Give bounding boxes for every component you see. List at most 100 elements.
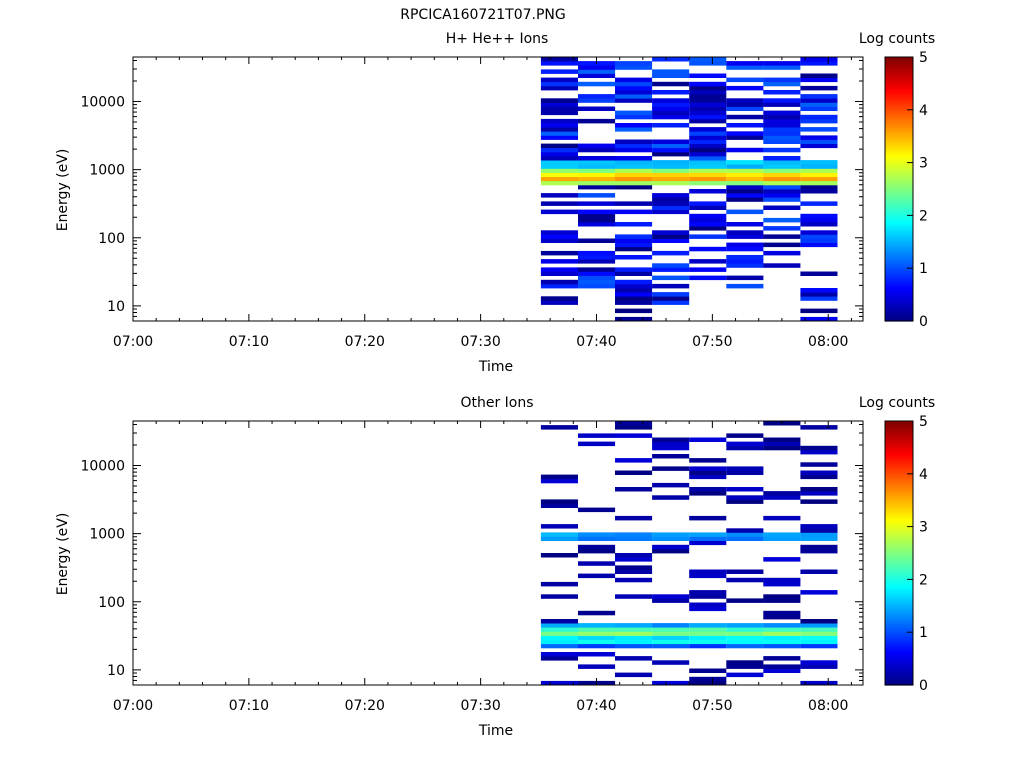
heatmap-cell bbox=[652, 598, 690, 603]
heatmap-cell bbox=[763, 614, 801, 620]
colorbar-segment bbox=[885, 667, 913, 671]
colorbar-segment bbox=[885, 506, 913, 510]
heatmap-cell bbox=[726, 487, 764, 492]
heatmap-cell bbox=[726, 577, 764, 583]
heatmap-cell bbox=[689, 217, 727, 223]
heatmap-cell bbox=[615, 421, 653, 426]
heatmap-cell bbox=[689, 98, 727, 103]
heatmap-cell bbox=[800, 57, 838, 62]
heatmap-cell bbox=[763, 656, 801, 661]
heatmap-cell bbox=[726, 441, 764, 447]
heatmap-cell bbox=[689, 590, 727, 595]
colorbar-segment bbox=[885, 559, 913, 563]
heatmap-cell bbox=[800, 184, 838, 190]
heatmap-cell bbox=[615, 90, 653, 95]
heatmap-cell bbox=[652, 81, 690, 87]
colorbar-segment bbox=[885, 244, 913, 247]
colorbar-segment bbox=[885, 153, 913, 157]
heatmap-cell bbox=[615, 267, 653, 272]
heatmap-cell bbox=[540, 193, 578, 198]
heatmap-cell bbox=[578, 267, 616, 272]
heatmap-cell bbox=[540, 656, 578, 661]
heatmap-cell bbox=[615, 164, 653, 169]
heatmap-cell bbox=[763, 98, 801, 103]
heatmap-cell bbox=[540, 652, 578, 657]
heatmap-cell bbox=[652, 454, 690, 459]
x-tick-label: 07:30 bbox=[460, 698, 500, 714]
colorbar-segment bbox=[885, 277, 913, 280]
colorbar-segment bbox=[885, 572, 913, 576]
colorbar-segment bbox=[885, 283, 913, 287]
panel-bottom-colorbar-label: Log counts bbox=[859, 395, 935, 411]
heatmap-cell bbox=[689, 172, 727, 177]
colorbar-segment bbox=[885, 581, 913, 585]
heatmap-cell bbox=[615, 594, 653, 599]
colorbar-segment bbox=[885, 123, 913, 126]
colorbar-segment bbox=[885, 92, 913, 95]
heatmap-cell bbox=[540, 180, 578, 186]
heatmap-cell bbox=[540, 631, 578, 636]
heatmap-cell bbox=[652, 623, 690, 628]
heatmap-cell bbox=[652, 168, 690, 173]
colorbar-segment bbox=[885, 476, 913, 479]
colorbar-segment bbox=[885, 74, 913, 78]
panel-top-ylabel: Energy (eV) bbox=[55, 149, 71, 232]
heatmap-cell bbox=[652, 275, 690, 281]
heatmap-cell bbox=[726, 176, 764, 182]
heatmap-cell bbox=[726, 197, 764, 202]
heatmap-cell bbox=[726, 246, 764, 252]
colorbar-segment bbox=[885, 142, 913, 146]
heatmap-cell bbox=[726, 135, 764, 140]
heatmap-cell bbox=[652, 238, 690, 243]
colorbar-segment bbox=[885, 564, 913, 567]
heatmap-cell bbox=[578, 164, 616, 169]
heatmap-cell bbox=[540, 168, 578, 173]
heatmap-cell bbox=[763, 643, 801, 649]
heatmap-cell bbox=[578, 259, 616, 264]
heatmap-cell bbox=[578, 176, 616, 182]
colorbar-segment bbox=[885, 206, 913, 210]
heatmap-cell bbox=[800, 499, 838, 504]
heatmap-cell bbox=[540, 176, 578, 182]
heatmap-cell bbox=[689, 151, 727, 157]
heatmap-cell bbox=[800, 639, 838, 645]
colorbar-segment bbox=[885, 237, 913, 241]
heatmap-cell bbox=[540, 259, 578, 264]
colorbar-segment bbox=[885, 511, 913, 514]
heatmap-cell bbox=[763, 118, 801, 124]
colorbar-segment bbox=[885, 261, 913, 265]
x-tick-label: 07:40 bbox=[576, 698, 616, 714]
colorbar-segment bbox=[885, 520, 913, 523]
heatmap-cell bbox=[578, 664, 616, 669]
heatmap-cell bbox=[726, 631, 764, 636]
colorbar-segment bbox=[885, 425, 913, 429]
colorbar-tick-label: 3 bbox=[919, 156, 928, 172]
heatmap-cell bbox=[540, 118, 578, 124]
heatmap-cell bbox=[763, 226, 801, 231]
heatmap-cell bbox=[652, 495, 690, 500]
heatmap-cell bbox=[800, 627, 838, 632]
heatmap-cell bbox=[615, 81, 653, 87]
heatmap-cell bbox=[615, 631, 653, 636]
panel-top-xlabel: Time bbox=[478, 359, 513, 375]
heatmap-cell bbox=[763, 217, 801, 223]
colorbar-segment bbox=[885, 316, 913, 320]
heatmap-cell bbox=[800, 548, 838, 554]
colorbar-segment bbox=[885, 524, 913, 528]
colorbar-segment bbox=[885, 592, 913, 596]
heatmap-cell bbox=[652, 114, 690, 120]
colorbar-segment bbox=[885, 601, 913, 605]
heatmap-cell bbox=[540, 57, 578, 62]
heatmap-cell bbox=[800, 213, 838, 219]
colorbar-segment bbox=[885, 76, 913, 80]
heatmap-cell bbox=[578, 81, 616, 87]
panel-bottom-ylabel: Energy (eV) bbox=[55, 513, 71, 596]
heatmap-cell bbox=[763, 114, 801, 120]
heatmap-cell bbox=[763, 61, 801, 66]
colorbar-segment bbox=[885, 246, 913, 249]
heatmap-cell bbox=[578, 250, 616, 256]
x-tick-label: 07:00 bbox=[113, 698, 153, 714]
heatmap-cell bbox=[689, 466, 727, 471]
colorbar-segment bbox=[885, 489, 913, 492]
colorbar-segment bbox=[885, 678, 913, 682]
